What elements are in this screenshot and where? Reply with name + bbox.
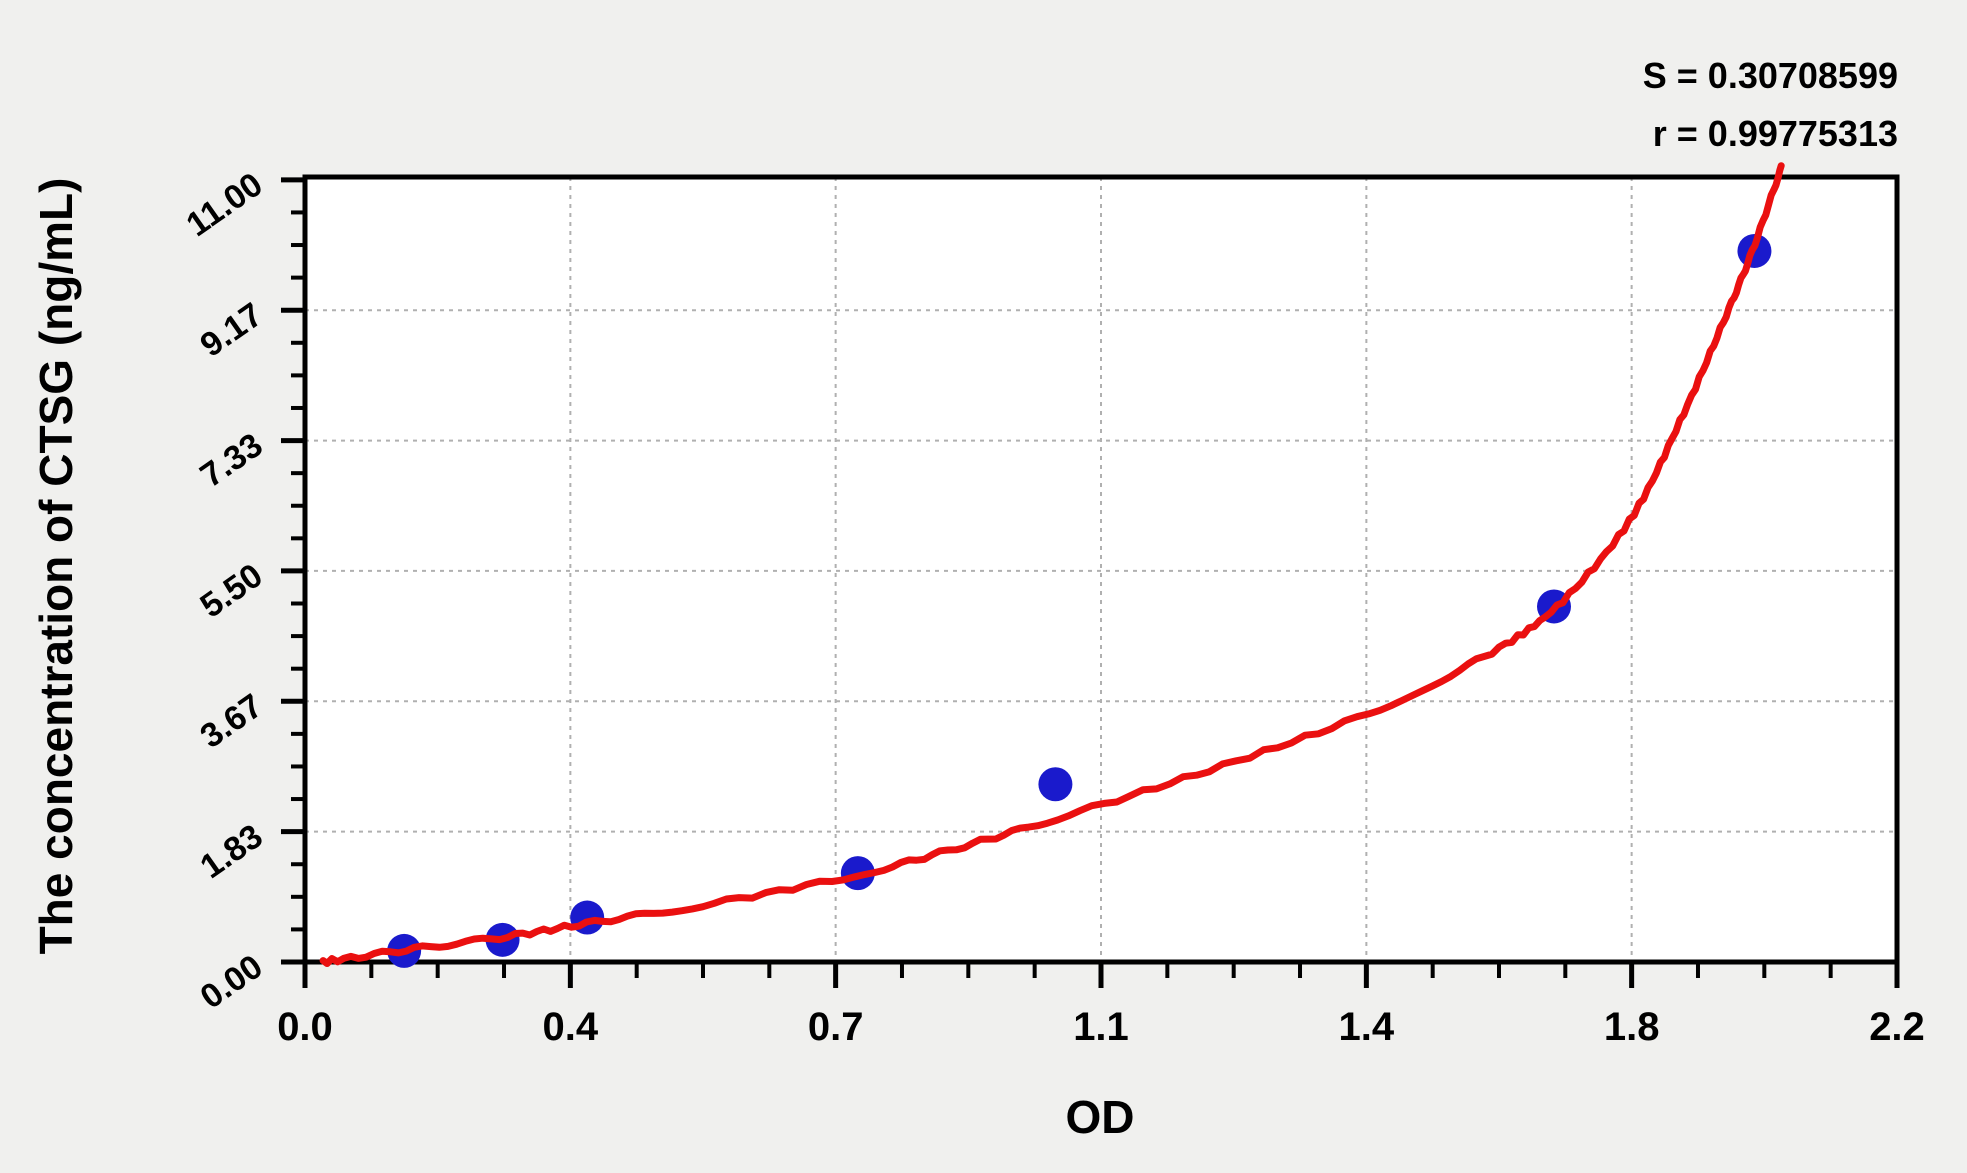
y-tick-labels: 0.00 1.83 3.67 5.50 7.33 9.17 11.00 — [180, 165, 270, 1016]
x-tick-label: 0.4 — [543, 1005, 599, 1049]
plot-frame — [302, 174, 1900, 965]
x-tick-labels: 0.0 0.4 0.7 1.1 1.4 1.8 2.2 — [277, 1005, 1925, 1049]
y-tick-label: 1.83 — [194, 817, 270, 886]
fit-r-statistic: r = 0.99775313 — [1653, 113, 1898, 154]
plot-border — [302, 174, 1900, 965]
y-axis-title: The concentration of CTSG (ng/mL) — [30, 178, 82, 955]
y-tick-label: 9.17 — [194, 296, 270, 365]
x-tick-label: 1.8 — [1604, 1005, 1660, 1049]
y-tick-label: 11.00 — [180, 165, 270, 244]
fitted-curve-path — [319, 162, 1785, 967]
axis-ticks — [281, 177, 1900, 988]
gridlines — [305, 177, 1897, 962]
x-tick-label: 0.0 — [277, 1005, 333, 1049]
y-tick-label: 7.33 — [194, 426, 270, 495]
x-tick-label: 0.7 — [808, 1005, 864, 1049]
x-axis-title: OD — [1066, 1091, 1135, 1143]
data-point — [1038, 767, 1073, 802]
fit-curve — [319, 162, 1785, 967]
x-tick-label: 1.4 — [1339, 1005, 1395, 1049]
x-tick-label: 1.1 — [1073, 1005, 1129, 1049]
y-tick-label: 0.00 — [194, 947, 270, 1016]
x-tick-label: 2.2 — [1869, 1005, 1925, 1049]
fit-s-statistic: S = 0.30708599 — [1643, 55, 1898, 96]
y-tick-label: 5.50 — [194, 556, 270, 625]
y-tick-label: 3.67 — [194, 687, 270, 756]
